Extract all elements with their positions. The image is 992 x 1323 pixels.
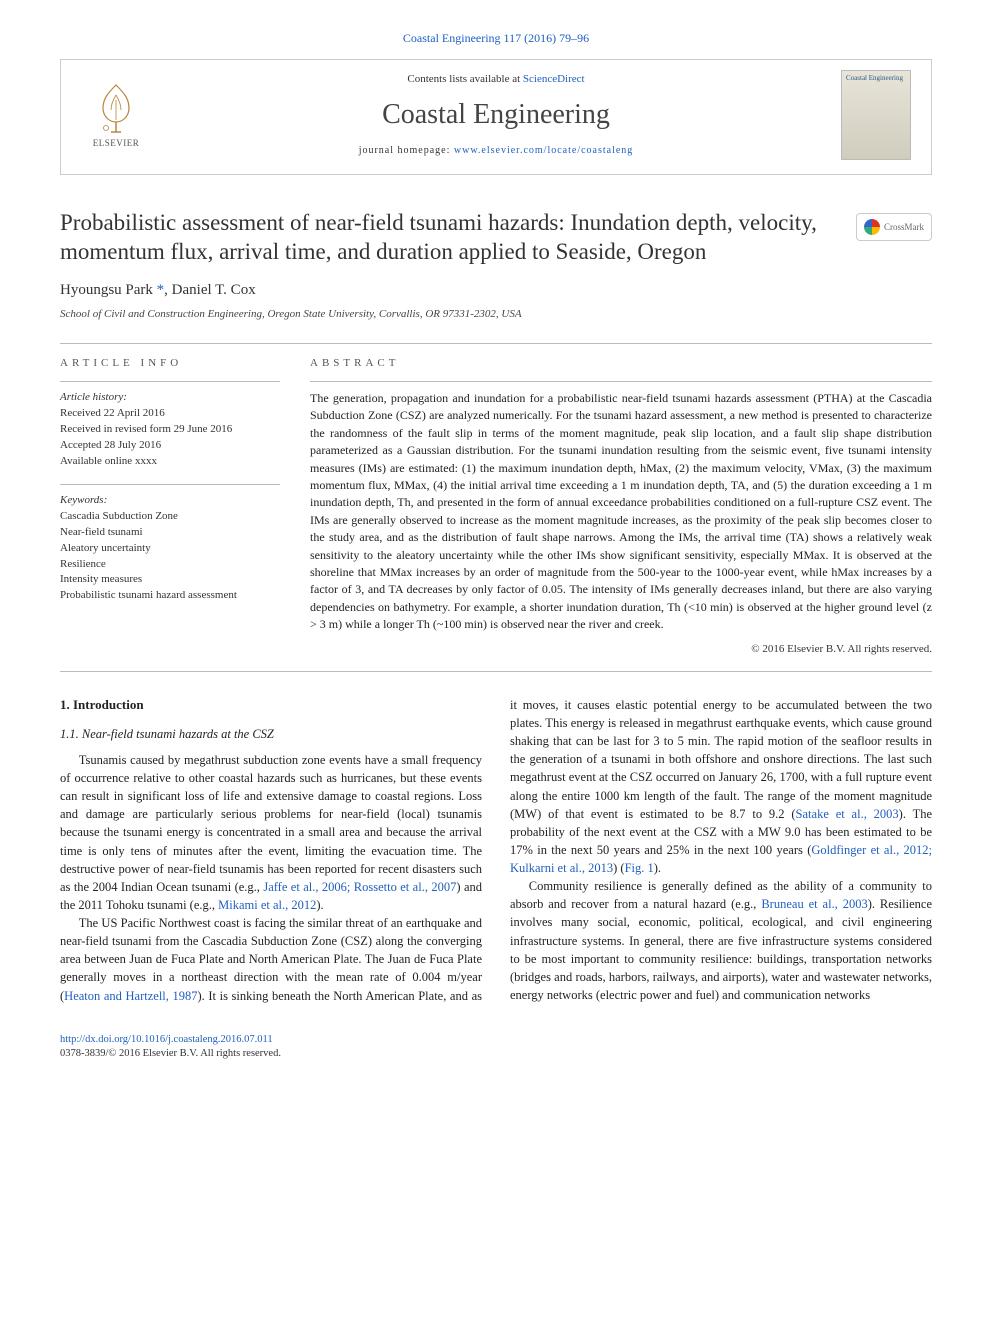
keyword: Probabilistic tsunami hazard assessment [60,588,280,604]
citation-link[interactable]: Jaffe et al., 2006; Rossetto et al., 200… [263,880,456,894]
article-info-label: ARTICLE INFO [60,356,280,371]
contents-line: Contents lists available at ScienceDirec… [151,72,841,87]
history-item: Received 22 April 2016 [60,406,280,422]
history-item: Received in revised form 29 June 2016 [60,422,280,438]
citation-link[interactable]: Mikami et al., 2012 [218,898,316,912]
body-text: 1. Introduction 1.1. Near-field tsunami … [60,696,932,1005]
keyword: Resilience [60,557,280,573]
info-divider [60,381,280,382]
journal-header-box: ELSEVIER Contents lists available at Sci… [60,59,932,175]
sciencedirect-link[interactable]: ScienceDirect [523,73,585,85]
header-center: Contents lists available at ScienceDirec… [151,72,841,159]
crossmark-icon [864,219,880,235]
history-label: Article history: [60,390,280,406]
body-text-span: ). [316,898,323,912]
issue-citation[interactable]: Coastal Engineering 117 (2016) 79–96 [60,30,932,47]
citation-link[interactable]: Satake et al., 2003 [796,807,899,821]
keywords-label: Keywords: [60,493,280,509]
body-text-span: Tsunamis caused by megathrust subduction… [60,753,482,894]
paragraph: Community resilience is generally define… [510,877,932,1004]
journal-cover-thumb: Coastal Engineering [841,70,911,160]
history-item: Accepted 28 July 2016 [60,438,280,454]
history-item: Available online xxxx [60,454,280,470]
info-divider [60,484,280,485]
keyword: Aleatory uncertainty [60,541,280,557]
section-heading: 1. Introduction [60,696,482,715]
doi-link[interactable]: http://dx.doi.org/10.1016/j.coastaleng.2… [60,1034,273,1045]
page-footer: http://dx.doi.org/10.1016/j.coastaleng.2… [60,1033,932,1062]
paragraph: Tsunamis caused by megathrust subduction… [60,751,482,914]
abstract-copyright: © 2016 Elsevier B.V. All rights reserved… [310,642,932,657]
elsevier-label: ELSEVIER [93,137,140,150]
figure-link[interactable]: Fig. 1 [625,861,654,875]
homepage-prefix: journal homepage: [359,145,454,156]
crossmark-badge[interactable]: CrossMark [856,213,932,241]
elsevier-tree-icon [91,80,141,135]
citation-link[interactable]: Bruneau et al., 2003 [761,897,867,911]
abstract-label: ABSTRACT [310,356,932,371]
body-text-span: ) ( [613,861,624,875]
contents-text: Contents lists available at [407,73,522,85]
keyword: Near-field tsunami [60,525,280,541]
keyword: Cascadia Subduction Zone [60,509,280,525]
homepage-line: journal homepage: www.elsevier.com/locat… [151,144,841,158]
abstract-divider [310,381,932,382]
homepage-link[interactable]: www.elsevier.com/locate/coastaleng [454,145,633,156]
citation-link[interactable]: Heaton and Hartzell, 1987 [64,989,197,1003]
journal-name: Coastal Engineering [151,95,841,134]
crossmark-label: CrossMark [884,221,924,234]
body-text-span: ). [654,861,661,875]
elsevier-logo: ELSEVIER [81,75,151,155]
corresponding-marker: * [157,282,165,298]
issn-copyright: 0378-3839/© 2016 Elsevier B.V. All right… [60,1048,281,1059]
subsection-heading: 1.1. Near-field tsunami hazards at the C… [60,725,482,743]
author-names: Hyoungsu Park *, Daniel T. Cox [60,282,256,298]
affiliation: School of Civil and Construction Enginee… [60,307,932,322]
authors-line: Hyoungsu Park *, Daniel T. Cox [60,280,932,301]
divider [60,343,932,344]
keyword: Intensity measures [60,572,280,588]
keywords-block: Keywords: Cascadia Subduction Zone Near-… [60,493,280,605]
article-history: Article history: Received 22 April 2016 … [60,390,280,470]
body-divider [60,671,932,672]
body-text-span: ). Resilience involves many social, econ… [510,897,932,1002]
abstract-text: The generation, propagation and inundati… [310,390,932,633]
article-title: Probabilistic assessment of near-field t… [60,209,827,267]
